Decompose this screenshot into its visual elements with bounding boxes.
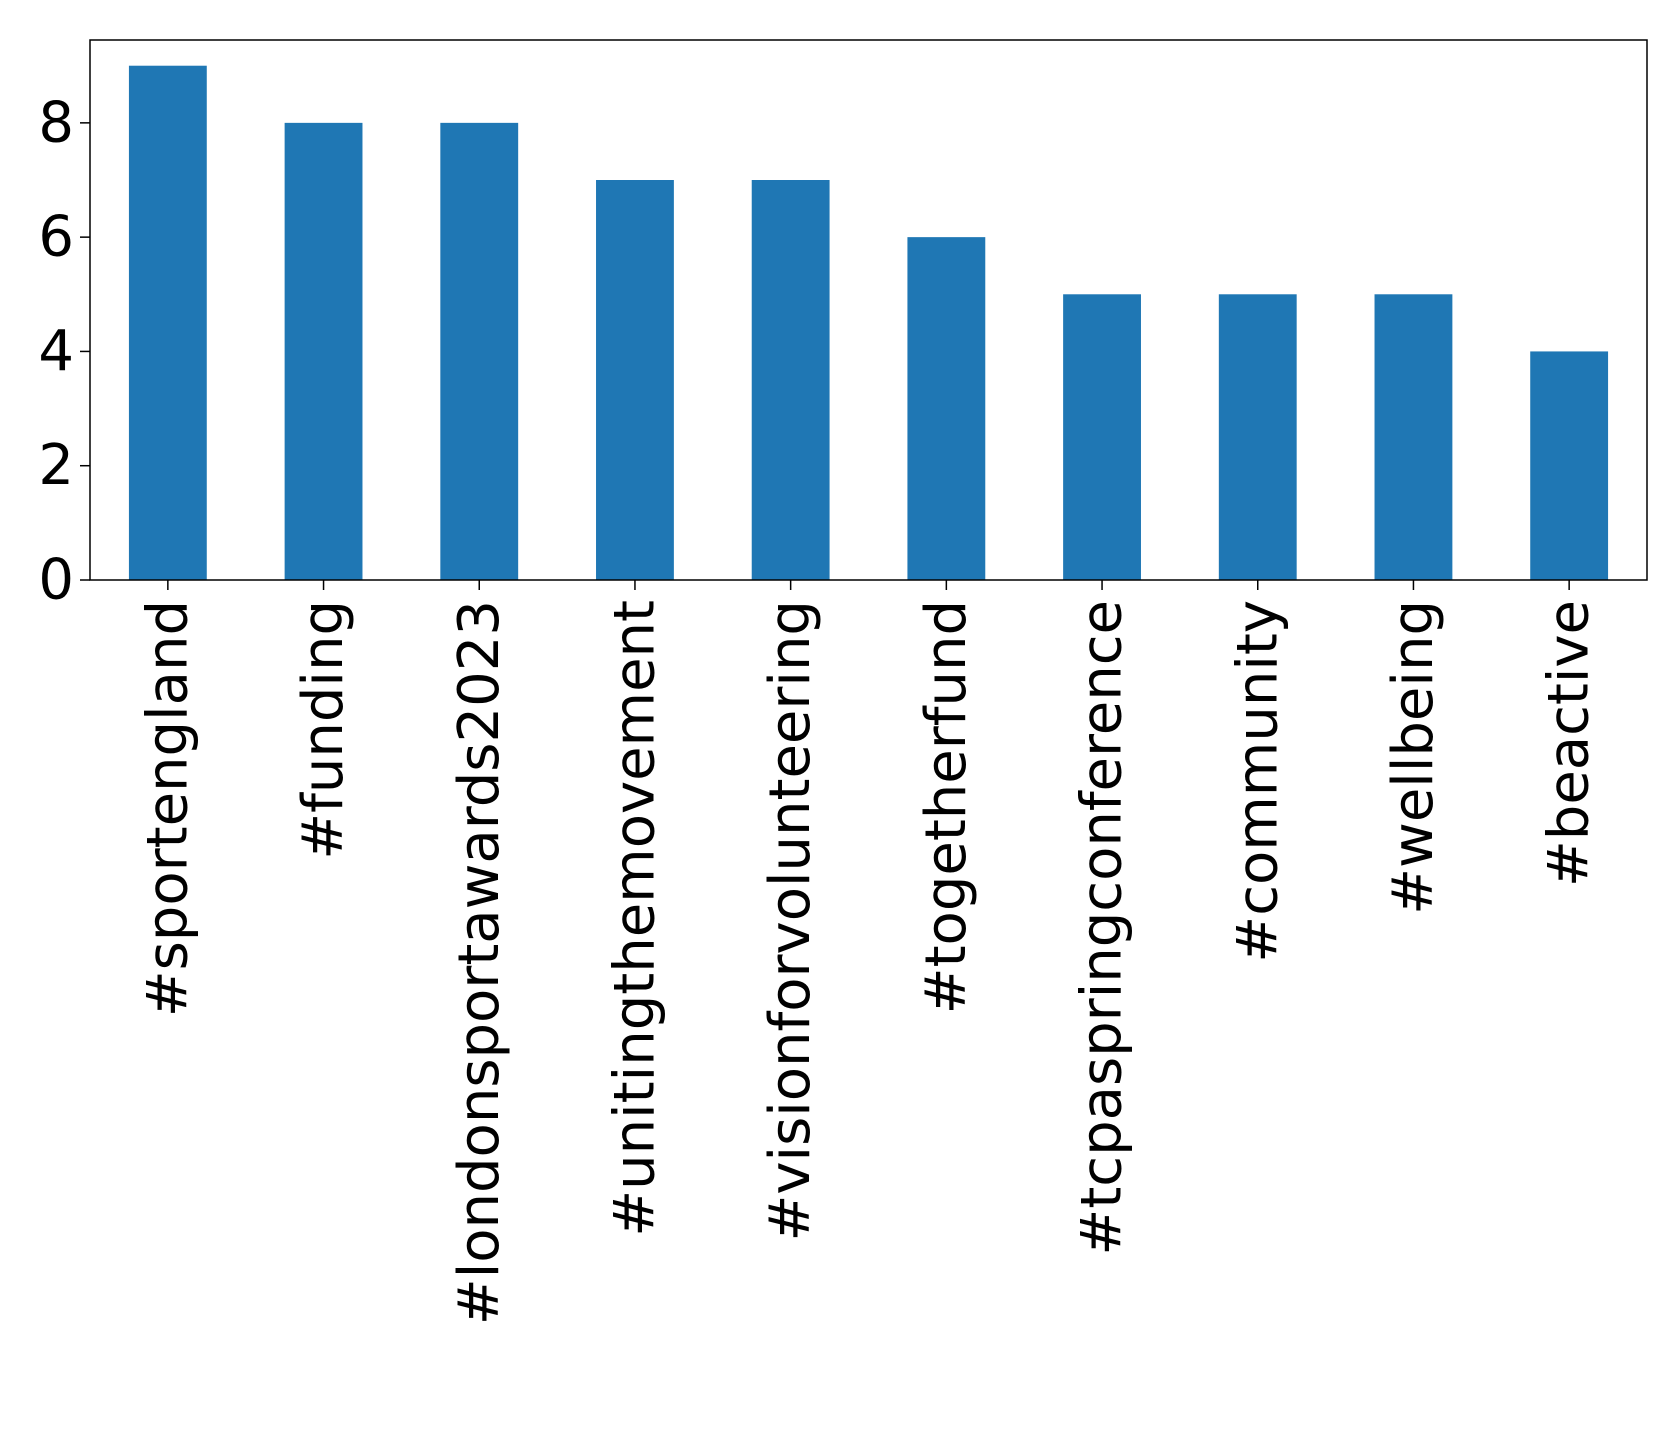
x-tick-label: #tcpaspringconference <box>1070 600 1135 1256</box>
x-tick-label: #beactive <box>1537 600 1602 887</box>
bar <box>440 122 519 580</box>
x-tick-label: #wellbeing <box>1381 600 1446 915</box>
bar <box>1530 351 1609 580</box>
bar <box>128 65 207 580</box>
x-tick-label: #unitingthemovement <box>602 600 667 1237</box>
bar <box>907 237 986 580</box>
bar <box>1374 294 1453 580</box>
x-tick-label: #visionforvolunteering <box>758 600 823 1242</box>
y-tick-label: 2 <box>38 433 74 498</box>
axes-frame <box>89 39 1648 581</box>
x-axis: #sportengland #funding #londonsportawards2… <box>135 580 1602 1325</box>
y-tick-label: 4 <box>38 319 74 384</box>
bar <box>751 180 830 580</box>
y-tick-label: 6 <box>38 205 74 270</box>
x-tick-label: #sportengland <box>135 600 200 1017</box>
x-tick-label: #londonsportawards2023 <box>447 600 512 1325</box>
bar <box>1063 294 1141 580</box>
x-tick-label: #community <box>1225 600 1290 963</box>
y-axis: 0 2 4 6 8 <box>38 90 90 613</box>
bar <box>1218 294 1297 580</box>
bars-layer <box>128 65 1609 580</box>
bar <box>596 180 674 580</box>
y-tick-label: 8 <box>38 90 74 155</box>
x-tick-label: #funding <box>291 600 356 860</box>
y-tick-label: 0 <box>38 548 74 613</box>
bar <box>284 122 363 580</box>
x-tick-label: #togetherfund <box>914 600 979 1014</box>
